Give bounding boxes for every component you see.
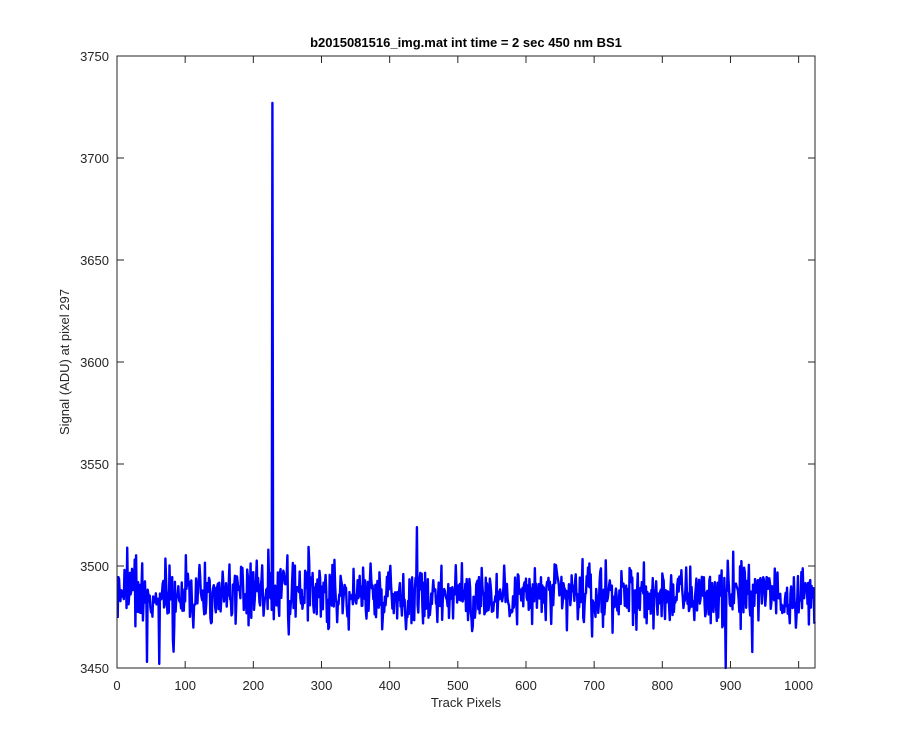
x-tick-label: 800 (651, 678, 673, 693)
x-tick-label: 600 (515, 678, 537, 693)
x-tick-label: 0 (113, 678, 120, 693)
y-tick-label: 3650 (80, 253, 109, 268)
y-tick-label: 3500 (80, 559, 109, 574)
y-tick-label: 3600 (80, 355, 109, 370)
x-axis-label: Track Pixels (431, 695, 502, 710)
chart-title: b2015081516_img.mat int time = 2 sec 450… (310, 35, 622, 50)
y-tick-label: 3750 (80, 49, 109, 64)
y-tick-label: 3700 (80, 151, 109, 166)
y-axis-label: Signal (ADU) at pixel 297 (57, 289, 72, 435)
y-axis: 3450 3500 3550 3600 3650 3700 3750 (80, 49, 815, 676)
x-tick-label: 1000 (784, 678, 813, 693)
series-line (116, 101, 817, 670)
x-tick-label: 900 (720, 678, 742, 693)
x-tick-label: 300 (311, 678, 333, 693)
y-tick-label: 3450 (80, 661, 109, 676)
y-tick-label: 3550 (80, 457, 109, 472)
x-tick-label: 400 (379, 678, 401, 693)
x-axis: 0 100 200 300 400 500 600 700 800 900 1000 (113, 56, 813, 693)
x-tick-label: 200 (242, 678, 264, 693)
x-tick-label: 100 (174, 678, 196, 693)
x-tick-label: 500 (447, 678, 469, 693)
x-tick-label: 700 (583, 678, 605, 693)
